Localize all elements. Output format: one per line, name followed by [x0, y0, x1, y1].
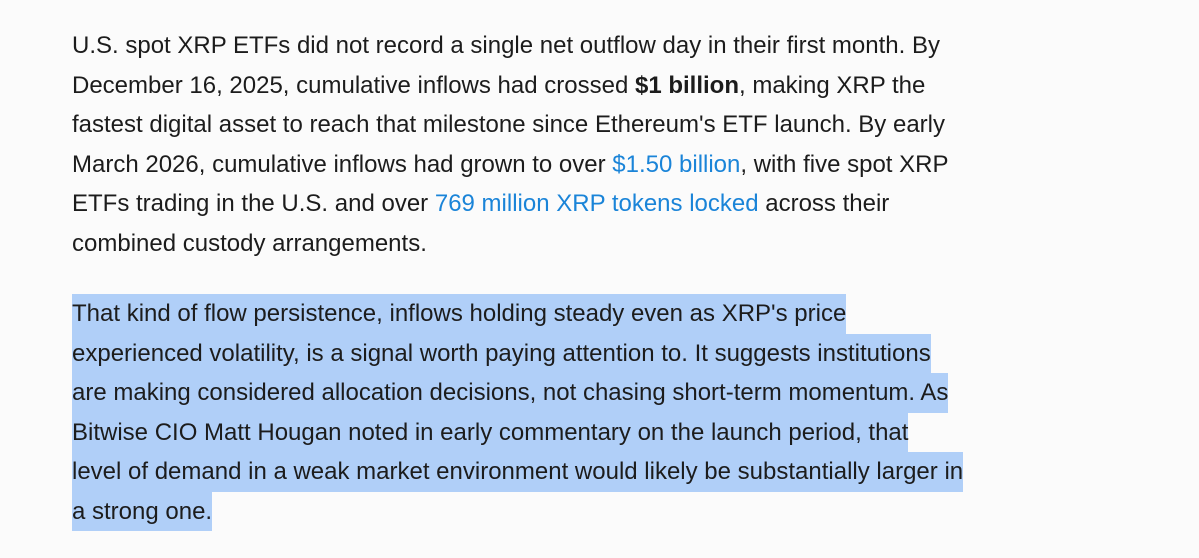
text: March 2026, cumulative inflows had grown…: [72, 150, 613, 178]
text: experienced volatility, is a signal wort…: [72, 339, 931, 367]
link[interactable]: 769 million XRP tokens locked: [434, 190, 759, 217]
line-text: fastest digital asset to reach that mile…: [72, 105, 945, 145]
text-line: are making considered allocation decisio…: [72, 373, 963, 413]
text-line: fastest digital asset to reach that mile…: [72, 105, 948, 145]
text: ETFs trading in the U.S. and over: [72, 190, 435, 217]
text-line: U.S. spot XRP ETFs did not record a sing…: [72, 26, 948, 66]
text: U.S. spot XRP ETFs did not record a sing…: [72, 32, 940, 59]
text: across their: [758, 190, 890, 217]
text-line: level of demand in a weak market environ…: [72, 452, 964, 492]
text-line: March 2026, cumulative inflows had grown…: [72, 145, 948, 185]
text-line: ETFs trading in the U.S. and over 769 mi…: [72, 184, 948, 224]
paragraph: That kind of flow persistence, inflows h…: [72, 294, 964, 531]
line-text: ETFs trading in the U.S. and over 769 mi…: [72, 184, 889, 224]
text: December 16, 2025, cumulative inflows ha…: [72, 71, 635, 99]
paragraph: U.S. spot XRP ETFs did not record a sing…: [72, 26, 948, 263]
text: combined custody arrangements.: [72, 229, 427, 257]
text: , making XRP the: [738, 71, 926, 99]
line-text: Bitwise CIO Matt Hougan noted in early c…: [72, 412, 909, 452]
line-text: That kind of flow persistence, inflows h…: [72, 294, 847, 334]
text: , with five spot XRP: [740, 150, 949, 178]
line-text: a strong one.: [72, 491, 213, 531]
line-text: combined custody arrangements.: [72, 224, 427, 264]
line-text: December 16, 2025, cumulative inflows ha…: [72, 66, 925, 106]
line-text: level of demand in a weak market environ…: [72, 452, 964, 492]
bold-text: $1 billion: [634, 71, 739, 99]
text-line: a strong one.: [72, 491, 963, 531]
text-line: Bitwise CIO Matt Hougan noted in early c…: [72, 412, 963, 452]
text: level of demand in a weak market environ…: [72, 458, 964, 485]
link[interactable]: $1.50 billion: [612, 150, 741, 178]
line-text: experienced volatility, is a signal wort…: [72, 333, 931, 373]
text: That kind of flow persistence, inflows h…: [72, 300, 847, 327]
text-line: December 16, 2025, cumulative inflows ha…: [72, 66, 948, 106]
text: fastest digital asset to reach that mile…: [72, 111, 945, 138]
line-text: are making considered allocation decisio…: [72, 373, 949, 413]
text: are making considered allocation decisio…: [72, 379, 949, 406]
line-text: U.S. spot XRP ETFs did not record a sing…: [72, 26, 940, 66]
text: Bitwise CIO Matt Hougan noted in early c…: [72, 418, 909, 446]
text: a strong one.: [72, 497, 213, 525]
text-line: experienced volatility, is a signal wort…: [72, 333, 963, 373]
text-line: That kind of flow persistence, inflows h…: [72, 294, 963, 334]
line-text: March 2026, cumulative inflows had grown…: [72, 145, 948, 185]
text-line: combined custody arrangements.: [72, 224, 948, 264]
